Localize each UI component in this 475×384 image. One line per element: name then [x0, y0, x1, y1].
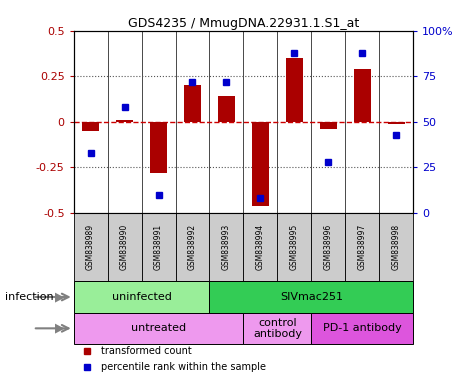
- Bar: [218, 96, 235, 122]
- Bar: [142, 213, 176, 281]
- Text: SIVmac251: SIVmac251: [280, 292, 343, 302]
- Text: GSM838994: GSM838994: [256, 224, 265, 270]
- Title: GDS4235 / MmugDNA.22931.1.S1_at: GDS4235 / MmugDNA.22931.1.S1_at: [128, 17, 359, 30]
- Text: PD-1 antibody: PD-1 antibody: [323, 323, 402, 333]
- Text: GSM838989: GSM838989: [86, 224, 95, 270]
- Text: untreated: untreated: [131, 323, 186, 333]
- Text: uninfected: uninfected: [112, 292, 171, 302]
- Bar: [209, 281, 413, 313]
- Bar: [184, 85, 201, 122]
- Bar: [176, 213, 209, 281]
- Bar: [354, 69, 371, 122]
- Bar: [388, 122, 405, 124]
- Bar: [74, 281, 209, 313]
- Text: control
antibody: control antibody: [253, 318, 302, 339]
- Bar: [107, 213, 142, 281]
- Bar: [320, 122, 337, 129]
- Bar: [150, 122, 167, 173]
- Bar: [345, 213, 379, 281]
- Text: GSM838993: GSM838993: [222, 224, 231, 270]
- Bar: [243, 313, 312, 344]
- Text: infection: infection: [5, 292, 53, 302]
- Bar: [252, 122, 269, 206]
- Bar: [116, 120, 133, 122]
- Text: GSM838995: GSM838995: [290, 224, 299, 270]
- Text: transformed count: transformed count: [101, 346, 191, 356]
- Text: GSM838992: GSM838992: [188, 224, 197, 270]
- Bar: [82, 122, 99, 131]
- Bar: [74, 213, 107, 281]
- Text: percentile rank within the sample: percentile rank within the sample: [101, 362, 266, 372]
- Text: GSM838998: GSM838998: [392, 224, 401, 270]
- Bar: [209, 213, 243, 281]
- Bar: [312, 213, 345, 281]
- Text: GSM838990: GSM838990: [120, 224, 129, 270]
- Text: GSM838991: GSM838991: [154, 224, 163, 270]
- Bar: [243, 213, 277, 281]
- Bar: [74, 313, 243, 344]
- Bar: [277, 213, 311, 281]
- Bar: [312, 313, 413, 344]
- Bar: [379, 213, 413, 281]
- Text: ▶: ▶: [55, 291, 64, 303]
- Text: ▶: ▶: [55, 322, 64, 335]
- Text: GSM838997: GSM838997: [358, 224, 367, 270]
- Text: GSM838996: GSM838996: [324, 224, 333, 270]
- Bar: [286, 58, 303, 122]
